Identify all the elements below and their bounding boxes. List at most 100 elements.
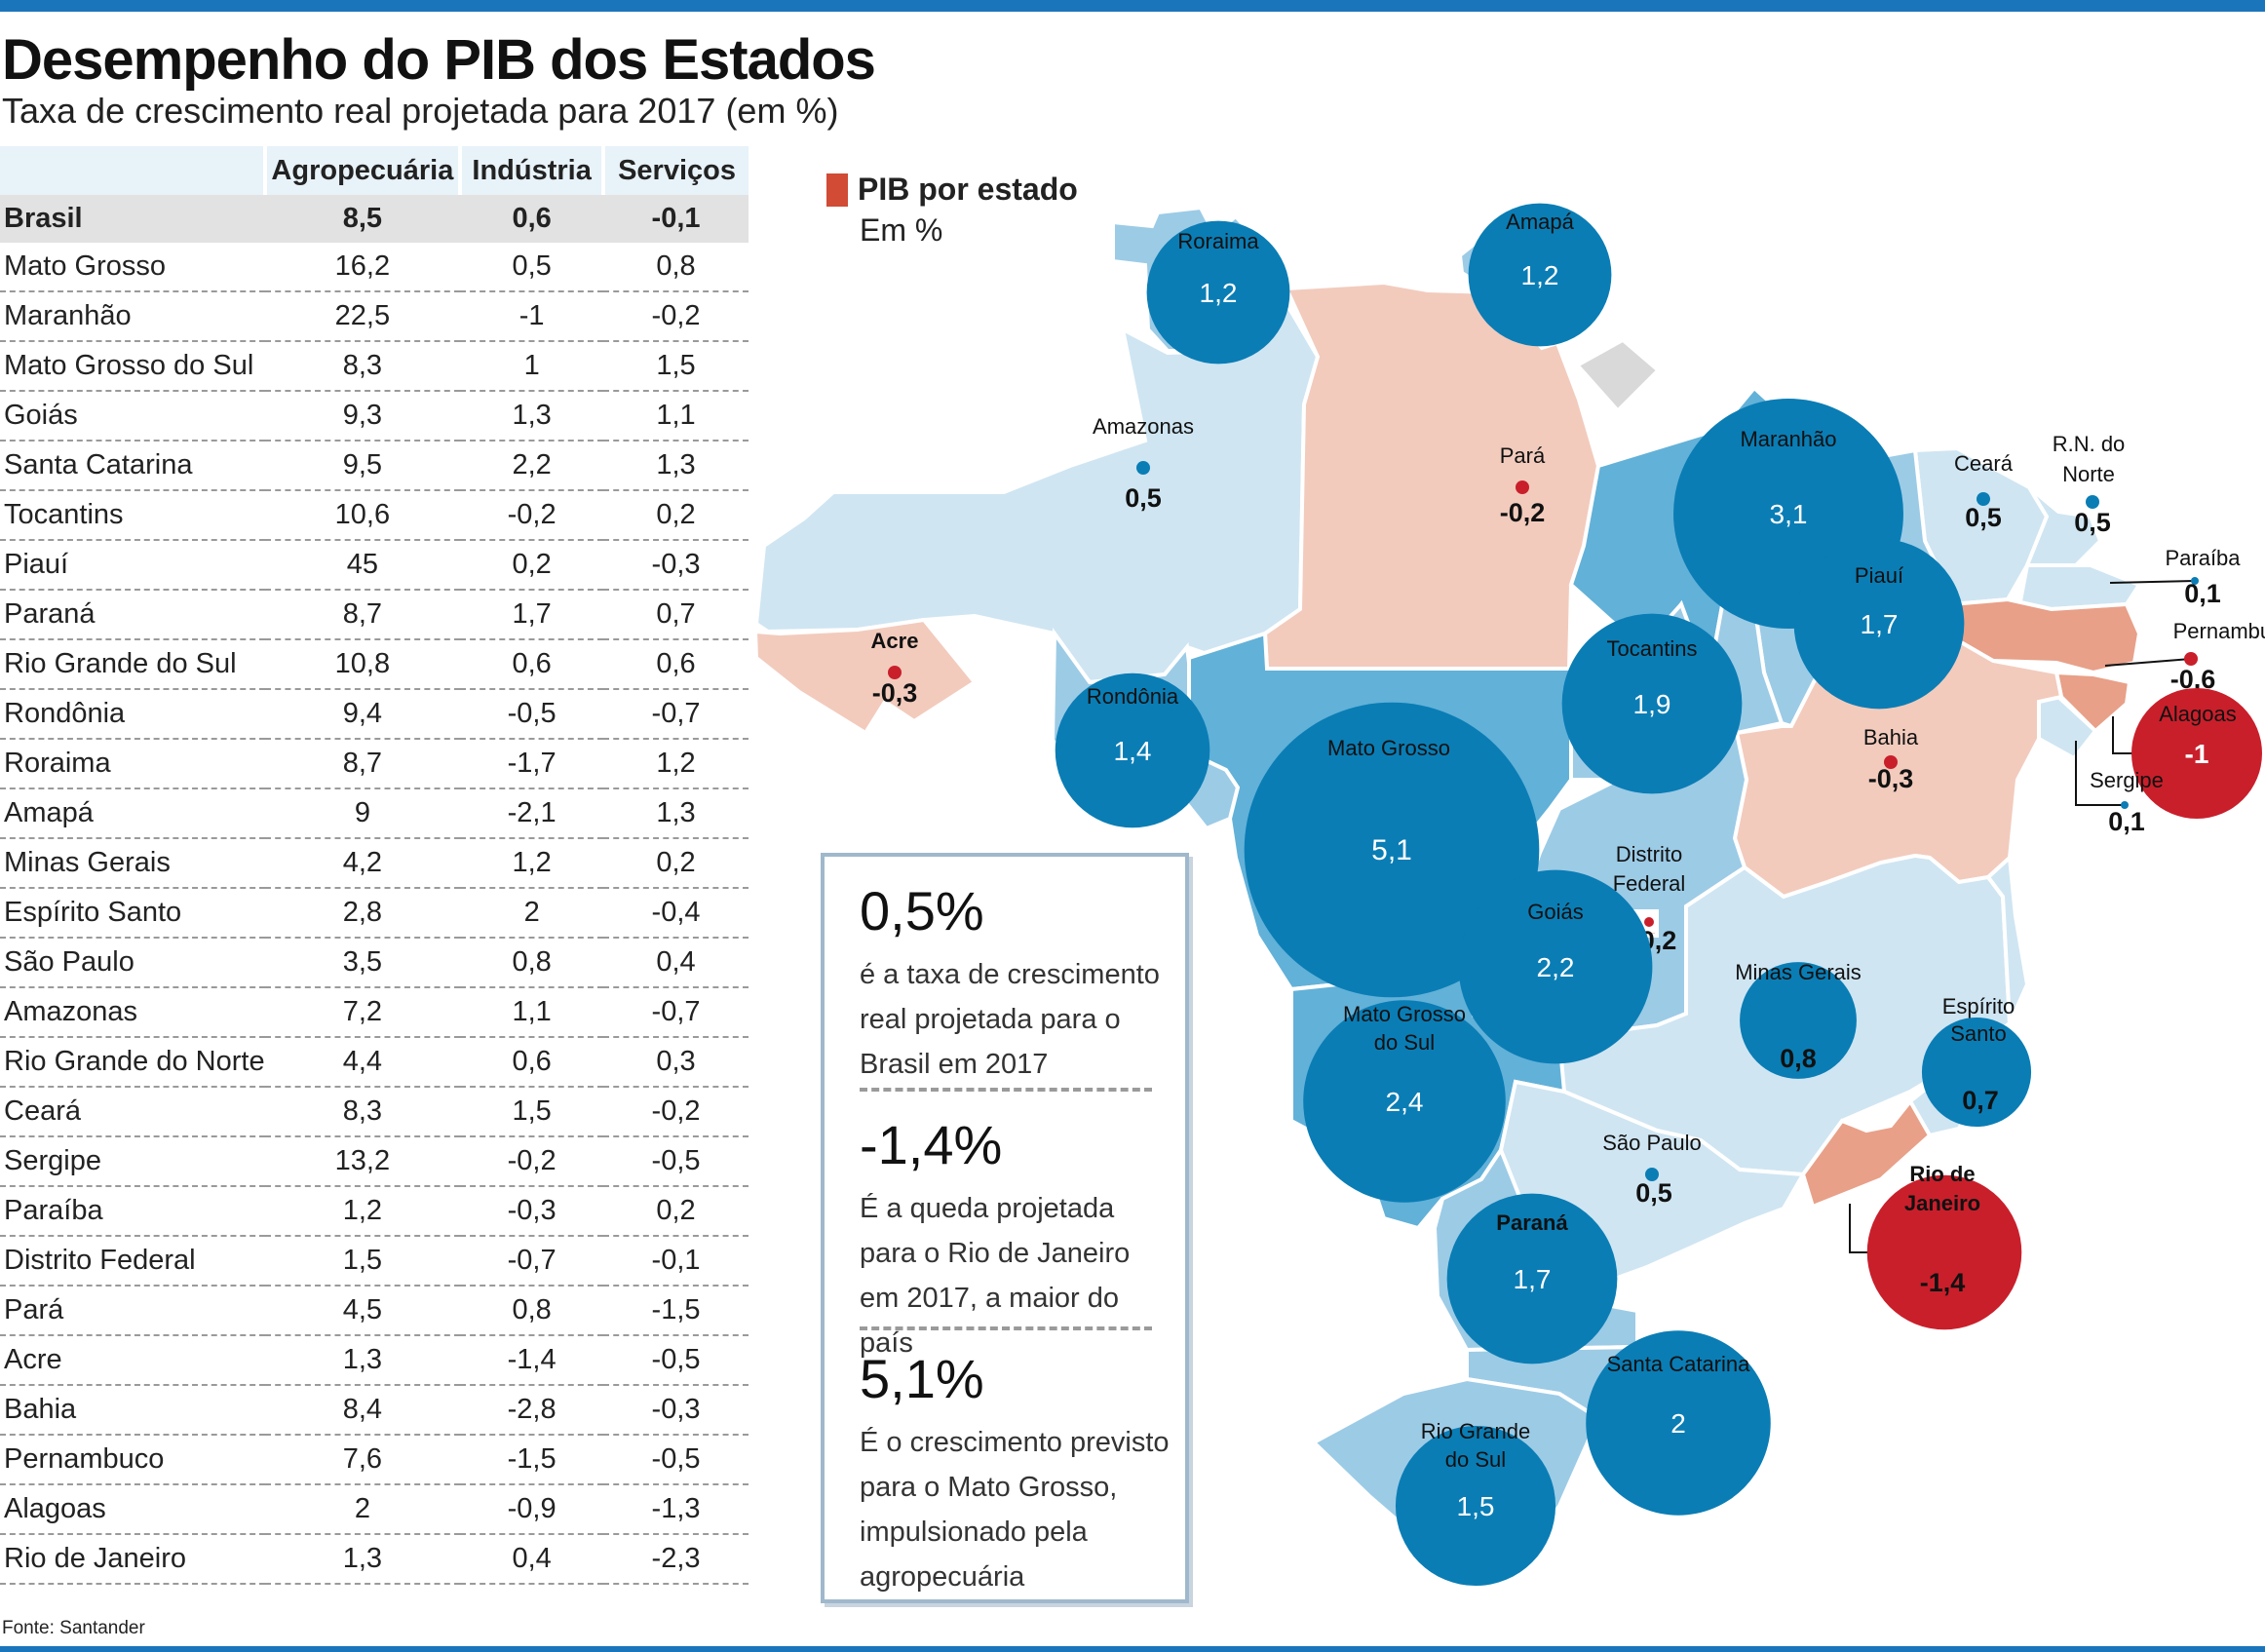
state-shape-rj <box>1800 1097 1933 1210</box>
cell-services: -0,1 <box>603 1236 749 1287</box>
cell-industry: -2,8 <box>460 1385 604 1436</box>
state-bubble-acre <box>888 666 902 679</box>
cell-state: Espírito Santo <box>0 888 265 939</box>
table-row: Mato Grosso 16,2 0,5 0,8 <box>0 243 749 292</box>
divider <box>860 1088 1152 1092</box>
cell-industry: 2,2 <box>460 441 604 491</box>
state-value-rj: -1,4 <box>1920 1268 1966 1297</box>
cell-agro: 9,3 <box>264 391 461 442</box>
cell-state: Rio de Janeiro <box>0 1534 265 1585</box>
state-value-para: -0,2 <box>1500 498 1546 527</box>
cell-agro: 1,3 <box>264 1335 461 1386</box>
table-row: Roraima 8,7 -1,7 1,2 <box>0 739 749 789</box>
fact-text: é a taxa de crescimento real projetada p… <box>860 959 1160 1080</box>
table-row: Goiás 9,3 1,3 1,1 <box>0 391 749 442</box>
cell-agro: 4,5 <box>264 1286 461 1336</box>
state-bubble-df <box>1644 917 1654 927</box>
column-header-services: Serviços <box>603 146 749 195</box>
state-bubble-bahia <box>1884 755 1898 769</box>
table-row: Distrito Federal 1,5 -0,7 -0,1 <box>0 1236 749 1287</box>
cell-industry: 1,1 <box>460 987 604 1038</box>
cell-industry: 1,3 <box>460 391 604 442</box>
cell-services: 0,4 <box>603 938 749 988</box>
cell-services: -0,3 <box>603 540 749 591</box>
state-name-df: Federal <box>1613 871 1686 896</box>
cell-state: Brasil <box>0 195 265 243</box>
cell-industry: 1,2 <box>460 838 604 889</box>
state-value-tocantins: 1,9 <box>1633 689 1671 719</box>
cell-industry: 0,2 <box>460 540 604 591</box>
cell-agro: 9,5 <box>264 441 461 491</box>
state-value-ms: 2,4 <box>1386 1087 1424 1117</box>
cell-services: -1,3 <box>603 1484 749 1535</box>
state-name-maranhao: Maranhão <box>1740 427 1836 451</box>
state-name-df: Distrito <box>1616 842 1682 866</box>
cell-agro: 2,8 <box>264 888 461 939</box>
cell-services: -0,2 <box>603 291 749 342</box>
state-name-goias: Goiás <box>1527 900 1583 924</box>
cell-services: -0,4 <box>603 888 749 939</box>
cell-state: Distrito Federal <box>0 1236 265 1287</box>
cell-industry: -0,9 <box>460 1484 604 1535</box>
cell-state: Amapá <box>0 788 265 839</box>
cell-services: -1,5 <box>603 1286 749 1336</box>
cell-services: -0,1 <box>603 195 749 243</box>
cell-agro: 9,4 <box>264 689 461 740</box>
cell-state: Mato Grosso <box>0 243 265 292</box>
cell-services: 1,1 <box>603 391 749 442</box>
cell-services: -0,5 <box>603 1136 749 1187</box>
cell-services: -0,7 <box>603 689 749 740</box>
table-row: Rio Grande do Sul 10,8 0,6 0,6 <box>0 639 749 690</box>
state-bubble-rj <box>1866 1174 2022 1330</box>
state-bubble-es <box>1921 1017 2032 1128</box>
state-bubble-sergipe <box>2121 801 2129 809</box>
column-header-agro: Agropecuária <box>264 146 463 195</box>
cell-services: 0,6 <box>603 639 749 690</box>
state-shape-acre <box>752 617 978 736</box>
cell-agro: 16,2 <box>264 243 461 292</box>
cell-state: Maranhão <box>0 291 265 342</box>
cell-state: Acre <box>0 1335 265 1386</box>
cell-agro: 8,3 <box>264 341 461 392</box>
cell-agro: 1,3 <box>264 1534 461 1585</box>
cell-agro: 8,5 <box>264 195 461 243</box>
cell-state: Mato Grosso do Sul <box>0 341 265 392</box>
cell-state: Pernambuco <box>0 1435 265 1485</box>
cell-state: Rio Grande do Norte <box>0 1037 265 1088</box>
cell-services: 0,2 <box>603 490 749 541</box>
state-name-sp: São Paulo <box>1602 1131 1702 1155</box>
cell-services: 0,8 <box>603 243 749 292</box>
cell-industry: -1,5 <box>460 1435 604 1485</box>
state-value-paraiba: 0,1 <box>2184 579 2221 608</box>
cell-services: -0,5 <box>603 1335 749 1386</box>
cell-industry: 2 <box>460 888 604 939</box>
table-row: Ceará 8,3 1,5 -0,2 <box>0 1087 749 1137</box>
state-bubble-alagoas <box>2131 688 2262 819</box>
leader-line-paraiba <box>2109 580 2196 584</box>
cell-state: Rio Grande do Sul <box>0 639 265 690</box>
leader-line-pernambuco <box>2104 658 2192 667</box>
cell-state: Amazonas <box>0 987 265 1038</box>
cell-industry: -0,2 <box>460 490 604 541</box>
table-row-brasil: Brasil 8,5 0,6 -0,1 <box>0 195 749 243</box>
legend-unit: Em % <box>860 212 943 248</box>
state-value-rondonia: 1,4 <box>1114 736 1152 766</box>
cell-services: 0,2 <box>603 838 749 889</box>
state-value-maranhao: 3,1 <box>1770 499 1808 529</box>
state-name-parana: Paraná <box>1496 1210 1568 1235</box>
state-value-minas: 0,8 <box>1780 1044 1817 1073</box>
state-bubble-rondonia <box>1055 672 1210 828</box>
state-name-rj: Rio de <box>1909 1162 1975 1186</box>
state-bubble-paraiba <box>2191 577 2199 585</box>
legend-title: PIB por estado <box>858 172 1078 207</box>
state-name-es: Espírito <box>1942 994 2015 1018</box>
cell-state: Bahia <box>0 1385 265 1436</box>
cell-services: 1,3 <box>603 788 749 839</box>
gdp-table: Agropecuária Indústria Serviços Brasil 8… <box>0 146 749 1585</box>
cell-industry: -2,1 <box>460 788 604 839</box>
cell-state: Tocantins <box>0 490 265 541</box>
state-bubble-sp <box>1645 1168 1659 1181</box>
state-bubble-piaui <box>1793 538 1965 710</box>
cell-agro: 4,2 <box>264 838 461 889</box>
